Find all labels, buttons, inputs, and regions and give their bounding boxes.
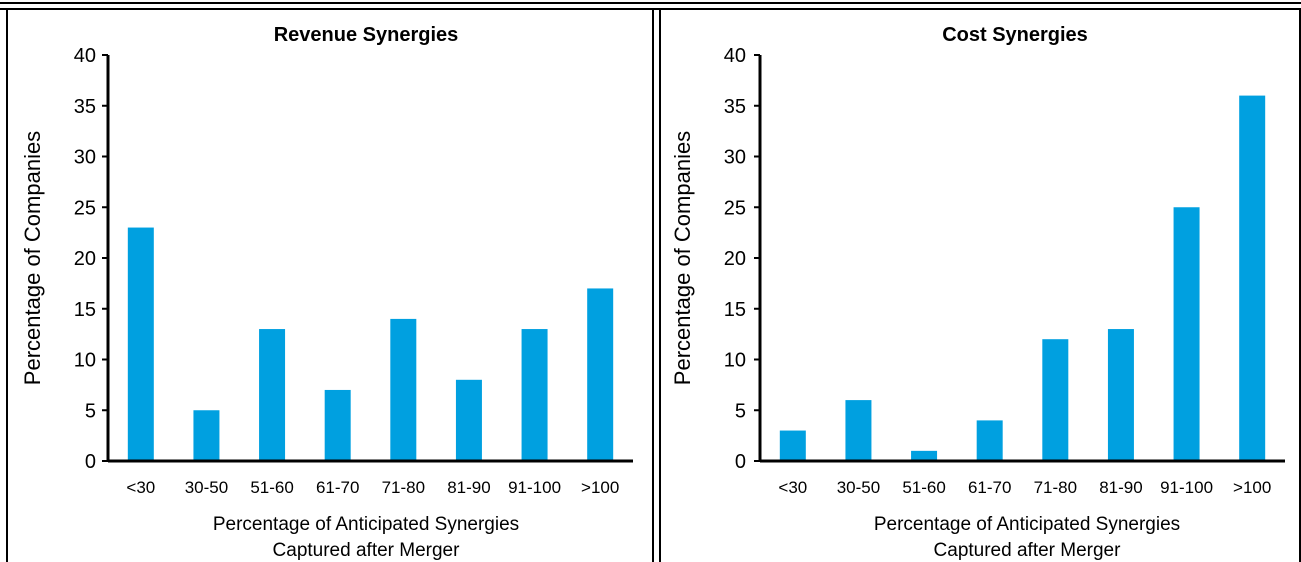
x-axis-label-line-1: Percentage of Anticipated Synergies: [213, 514, 519, 535]
y-tick-label: 35: [724, 96, 746, 118]
bar-7: [1173, 207, 1200, 461]
x-tick-label: >100: [581, 478, 619, 497]
y-tick-label: 25: [74, 197, 96, 219]
x-tick-label: 51-60: [902, 478, 945, 497]
x-axis-label-line-1: Percentage of Anticipated Synergies: [874, 514, 1180, 535]
y-tick-label: 15: [724, 299, 746, 321]
x-tick-label: 71-80: [1034, 478, 1077, 497]
y-tick-label: 20: [74, 248, 96, 270]
bar-4: [324, 389, 351, 461]
bar-5: [390, 318, 417, 461]
bar-2: [845, 400, 872, 461]
x-tick-label: >100: [1233, 478, 1271, 497]
bar-6: [1107, 329, 1134, 461]
revenue-synergies-chart: Revenue Synergies Percentage of Companie…: [20, 24, 633, 561]
bar-4: [976, 420, 1003, 461]
bar-1: [779, 430, 806, 461]
x-tick-label: 30-50: [837, 478, 880, 497]
y-tick-label: 30: [74, 147, 96, 169]
x-tick-label: 61-70: [316, 478, 359, 497]
cost-synergies-chart: Cost Synergies Percentage of Companies P…: [670, 24, 1285, 561]
bar-1: [127, 227, 154, 461]
bar-5: [1042, 339, 1069, 461]
x-tick-label: 61-70: [968, 478, 1011, 497]
y-tick-label: 30: [724, 147, 746, 169]
y-tick-label: 0: [735, 451, 746, 473]
y-tick-label: 20: [724, 248, 746, 270]
x-tick-label: 91-100: [1160, 478, 1213, 497]
chart-title: Cost Synergies: [942, 24, 1088, 46]
bar-6: [455, 379, 482, 461]
y-axis-label: Percentage of Companies: [670, 131, 695, 385]
bar-8: [587, 288, 614, 461]
y-tick-label: 10: [724, 350, 746, 372]
bar-2: [193, 410, 220, 461]
x-axis-label-line-2: Captured after Merger: [934, 540, 1122, 561]
y-tick-label: 40: [74, 45, 96, 67]
y-tick-label: 35: [74, 96, 96, 118]
x-tick-label: 71-80: [382, 478, 425, 497]
chart-title: Revenue Synergies: [274, 24, 459, 46]
y-tick-label: 10: [74, 350, 96, 372]
y-tick-label: 40: [724, 45, 746, 67]
y-axis-label: Percentage of Companies: [20, 131, 45, 385]
x-axis-label-line-2: Captured after Merger: [273, 540, 461, 561]
bar-3: [911, 450, 938, 461]
x-tick-label: 51-60: [250, 478, 293, 497]
y-tick-label: 15: [74, 299, 96, 321]
x-tick-label: 81-90: [447, 478, 490, 497]
y-tick-label: 0: [85, 451, 96, 473]
y-tick-label: 25: [724, 197, 746, 219]
bar-7: [521, 329, 548, 461]
bar-8: [1239, 95, 1266, 461]
x-tick-label: 30-50: [185, 478, 228, 497]
x-tick-label: <30: [126, 478, 155, 497]
x-tick-label: <30: [778, 478, 807, 497]
x-tick-label: 91-100: [508, 478, 561, 497]
bar-3: [259, 329, 286, 461]
y-tick-label: 5: [85, 400, 96, 422]
y-tick-label: 5: [735, 400, 746, 422]
x-tick-label: 81-90: [1099, 478, 1142, 497]
